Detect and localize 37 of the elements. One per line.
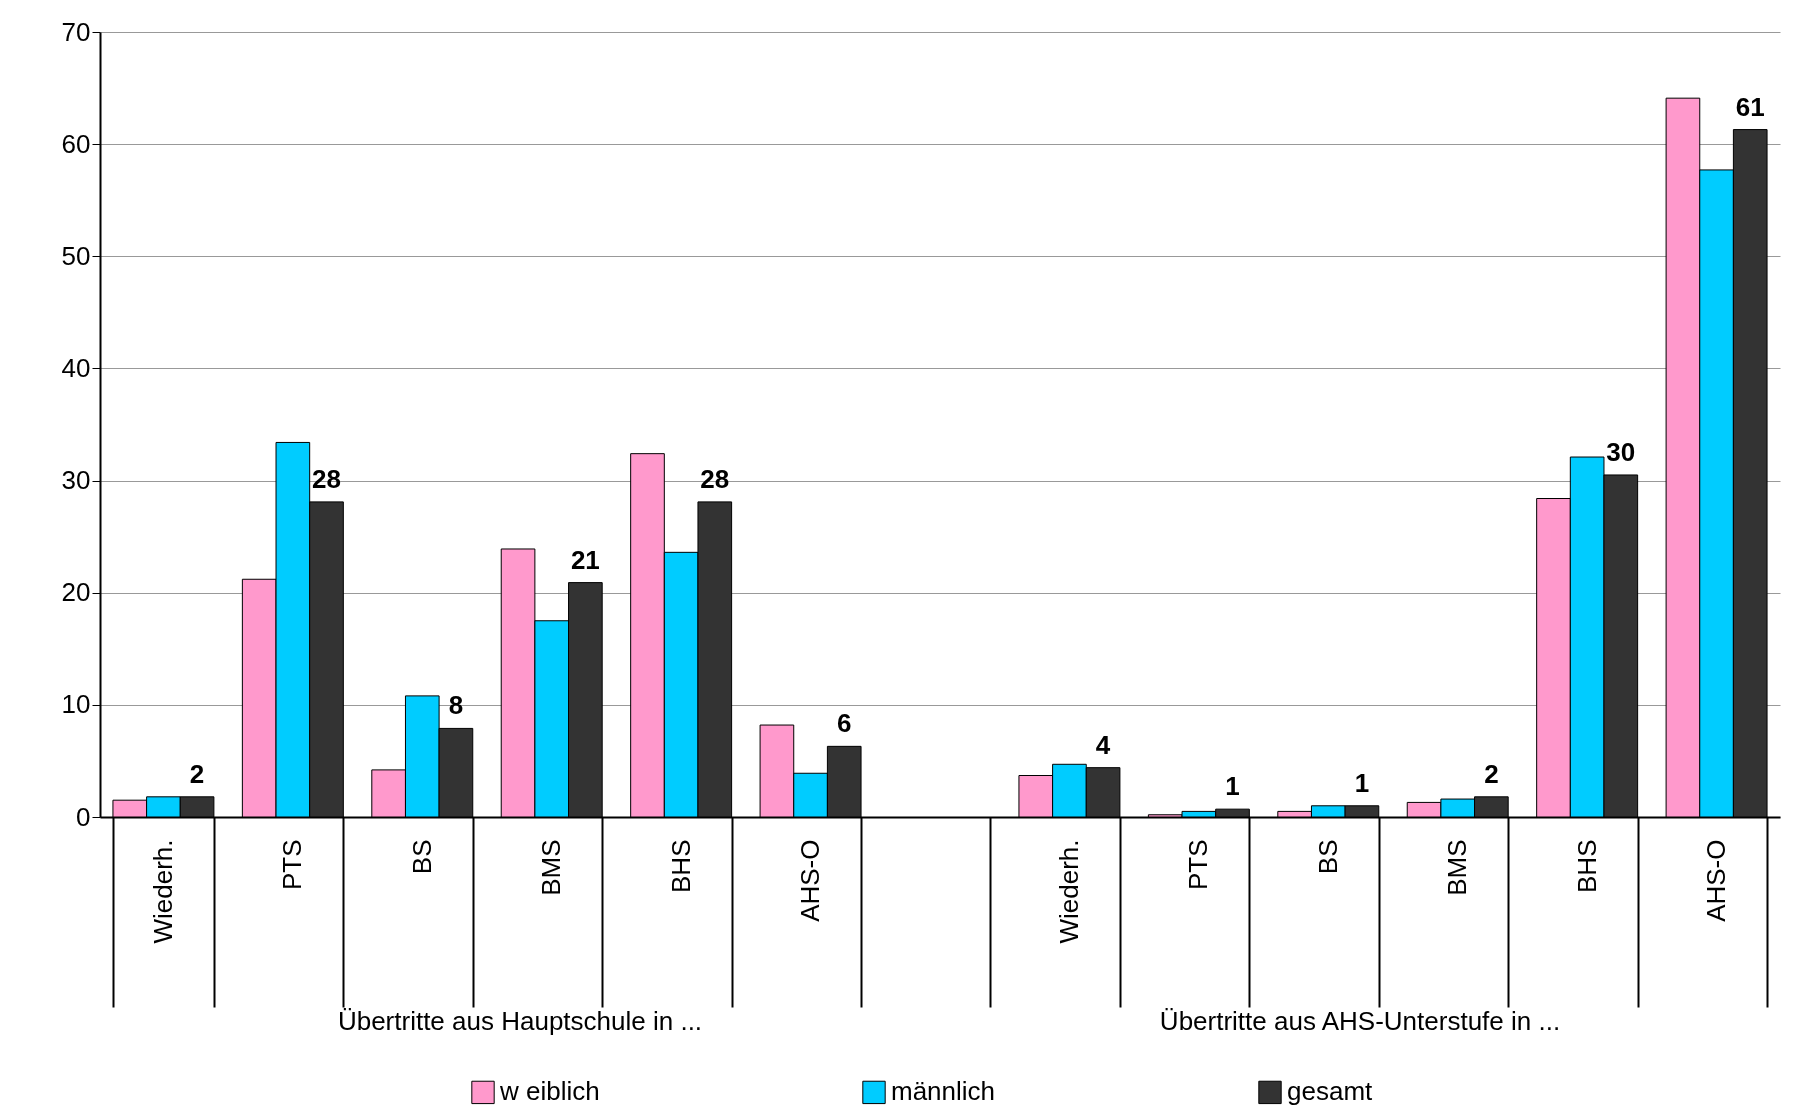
x-tick-label: AHS-O xyxy=(795,839,826,922)
x-tick-label: PTS xyxy=(1183,839,1214,891)
y-tick-label: 0 xyxy=(76,801,91,832)
y-tick-label: 30 xyxy=(61,465,91,496)
data-label: 8 xyxy=(448,690,464,721)
y-tick-label: 70 xyxy=(61,16,91,47)
legend-label: gesamt xyxy=(1287,1076,1374,1107)
x-tick-label: PTS xyxy=(277,839,308,891)
data-label: 30 xyxy=(1606,436,1636,467)
x-tick-label: BS xyxy=(1312,839,1343,875)
y-tick-label: 10 xyxy=(61,689,91,720)
y-tick-label: 20 xyxy=(61,577,91,608)
y-tick-label: 50 xyxy=(61,240,91,271)
data-label: 4 xyxy=(1095,729,1111,760)
data-label: 28 xyxy=(700,463,730,494)
x-tick-label: BS xyxy=(406,839,437,875)
y-tick-label: 60 xyxy=(61,128,91,159)
data-label: 21 xyxy=(570,544,600,575)
x-tick-label: BHS xyxy=(665,839,696,893)
x-tick-label: BHS xyxy=(1571,839,1602,893)
x-tick-label: Wiederh. xyxy=(147,839,178,944)
data-label: 6 xyxy=(836,708,852,739)
text: Übertritte aus AHS-Unterstufe in ... xyxy=(1159,1006,1561,1036)
data-label: 1 xyxy=(1354,767,1370,798)
data-label: 2 xyxy=(1484,758,1499,789)
x-tick-label: BMS xyxy=(1442,839,1473,896)
data-label: 61 xyxy=(1735,91,1765,122)
legend-label: männlich xyxy=(891,1076,996,1107)
data-label: 28 xyxy=(312,463,341,494)
data-label: 1 xyxy=(1225,771,1240,802)
legend-label: w eiblich xyxy=(499,1076,600,1107)
x-tick-label: Wiederh. xyxy=(1053,839,1084,944)
y-tick-label: 40 xyxy=(61,352,91,383)
x-tick-label: BMS xyxy=(536,839,567,896)
text: Übertritte aus Hauptschule in ... xyxy=(337,1006,703,1036)
data-label: 2 xyxy=(189,758,205,789)
x-tick-label: AHS-O xyxy=(1701,839,1732,922)
